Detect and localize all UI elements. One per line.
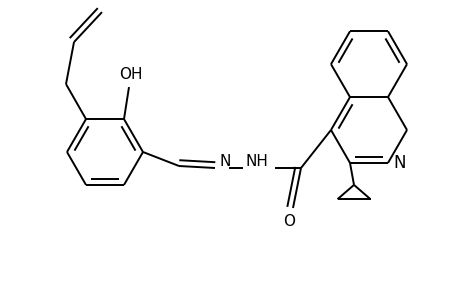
Text: N: N	[219, 154, 230, 169]
Text: OH: OH	[119, 67, 142, 82]
Text: N: N	[393, 154, 405, 172]
Text: O: O	[282, 214, 294, 229]
Text: NH: NH	[245, 154, 268, 169]
